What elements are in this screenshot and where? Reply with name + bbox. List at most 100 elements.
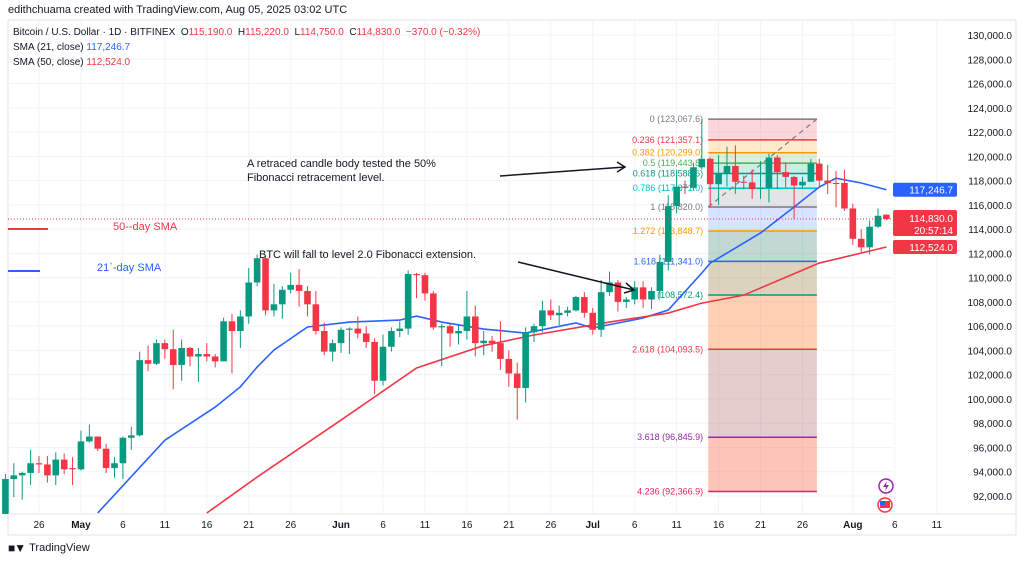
candle-body [497,343,504,359]
low-value: 114,750.0 [300,27,344,38]
x-tick-label: 6 [120,520,126,531]
candle [421,272,429,301]
candle [237,310,244,348]
y-tick-label: 104,000.0 [968,346,1013,357]
fib-zone-fill [708,261,817,295]
candle-body [312,304,320,332]
candle [77,430,85,471]
candle-body [832,183,840,185]
lightning-event-icon[interactable] [878,478,894,494]
candle-body [480,340,487,344]
candle-body [111,463,118,469]
candle [656,254,664,299]
x-tick-label: May [71,520,91,531]
sma21-legend[interactable]: SMA (21, close) 117,246.7 [13,40,480,55]
x-tick-label: 26 [33,520,45,531]
candle-body [44,464,51,476]
candle [262,255,269,316]
fib-level-label: 0.236 (121,357.1) [632,135,703,145]
candle [320,322,328,356]
candle [564,306,571,317]
y-tick-label: 118,000.0 [968,177,1012,188]
candle [539,300,546,333]
y-tick-label: 98,000.0 [973,419,1012,430]
sma50-series-label: 50--day SMA [113,221,178,233]
candle-body [245,282,253,317]
candle-body [438,326,446,328]
fib-level-label: 3.618 (96,845.9) [637,432,703,442]
candle [732,145,739,194]
candle [857,229,865,254]
sma21-value: 117,246.7 [86,42,131,53]
candle [44,455,51,483]
candle [287,272,294,294]
candle [480,331,487,356]
fib-level-label: 0.786 (117,371.0) [633,183,703,193]
candle-body [153,343,160,364]
y-tick-label: 106,000.0 [968,322,1013,333]
open-value: 115,190.0 [188,27,233,38]
candle-body [539,310,546,327]
candle-body [606,282,613,293]
candle [60,453,68,475]
y-tick-label: 130,000.0 [968,31,1013,42]
candle-body [455,331,462,334]
annotation-text: Fibonacci retracement level. [247,172,385,184]
close-value: 114,830.0 [356,27,401,38]
candle-body [396,328,404,332]
candle [270,283,278,317]
annotation-text: A retraced candle body tested the 50% [247,158,436,170]
candle [874,208,882,228]
candle-body [572,297,580,311]
candle [631,281,638,305]
candle [312,290,320,335]
x-tick-label: 26 [285,520,297,531]
symbol-title[interactable]: Bitcoin / U.S. Dollar · 1D · BITFINEX [13,27,176,38]
x-tick-label: Jun [332,520,350,531]
candle [522,327,529,403]
x-tick-label: 21 [755,520,767,531]
candle-body [362,333,370,342]
candle [396,321,404,338]
candle-body [253,258,261,283]
us-flag-economic-event-icon[interactable] [877,497,893,513]
candle-body [388,331,395,347]
candle [497,321,504,370]
tradingview-logo-icon: ■▼ [8,541,26,555]
candle [639,281,647,308]
lightning-glyph [883,481,889,491]
candle-body [815,163,823,181]
candle [740,175,748,190]
candle-body [178,347,185,365]
candle [279,286,286,319]
candle [245,267,253,324]
candle [371,338,378,395]
candle-body [211,356,219,362]
candle-body [841,183,848,209]
candle-body [765,157,773,188]
candle-body [169,349,177,365]
x-tick-label: Aug [843,520,862,531]
candle-body [35,463,43,465]
candle [430,290,437,330]
candle-body [807,163,815,182]
tradingview-logo[interactable]: ■▼ TradingView [8,541,90,555]
sma50-line [206,246,887,514]
candle [111,457,118,478]
candle-body [77,441,85,470]
candle-body [698,158,706,168]
fib-zone-fill [708,230,817,262]
candle [404,270,412,335]
sma50-legend[interactable]: SMA (50, close) 112,524.0 [13,55,480,70]
symbol-ohlc-row: Bitcoin / U.S. Dollar · 1D · BITFINEX O1… [13,27,481,38]
candle-body [69,468,76,470]
candle [664,195,672,271]
candle [127,426,135,450]
candle [337,327,345,353]
candle [346,327,353,355]
candle-body [287,284,294,290]
candle [748,169,756,199]
y-tick-label: 92,000.0 [973,492,1012,503]
candle-body [52,459,60,476]
